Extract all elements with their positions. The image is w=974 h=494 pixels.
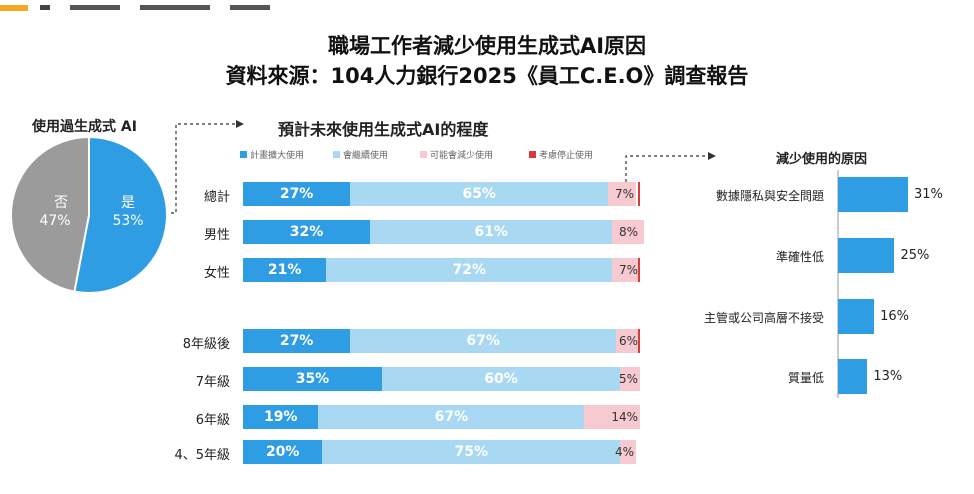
legend-label: 考慮停止使用 [539, 151, 594, 161]
bar-value-label: 65% [462, 186, 496, 202]
legend-item-continue: 會繼續使用 [333, 148, 388, 161]
pie-label-yes-value: 53% [112, 213, 143, 229]
pie-label-no-value: 47% [39, 213, 70, 229]
bar-value-label: 67% [434, 409, 469, 425]
reason-bar [838, 359, 868, 394]
bar-segment [243, 329, 351, 353]
bar-segment [370, 220, 613, 244]
bar-value-label: 27% [279, 186, 314, 202]
legend-label: 會繼續使用 [343, 151, 389, 161]
legend-swatch [529, 151, 536, 158]
bar-segment [381, 367, 621, 391]
bar-segment [620, 440, 637, 464]
bar-segment [638, 258, 640, 282]
bar-segment [243, 440, 323, 464]
legend-item-stop: 考慮停止使用 [529, 148, 593, 161]
reason-bar [838, 299, 875, 334]
reason-value-label: 31% [914, 187, 943, 202]
stacked-bar-title: 預計未來使用生成式AI的程度 [278, 120, 489, 139]
bar-value-label: 67% [466, 333, 500, 349]
bar-value-label: 20% [265, 444, 300, 460]
bar-segment [620, 367, 640, 391]
bar-value-label: 75% [454, 444, 489, 460]
legend-item-reduce: 可能會減少使用 [420, 148, 493, 161]
bar-segment [326, 258, 613, 282]
page-subtitle: 資料來源：104人力銀行2025《員工C.E.O》調查報告 [225, 64, 749, 88]
pie-slice-no [10, 135, 90, 293]
bar-segment [638, 182, 640, 206]
bar-value-label: 60% [484, 371, 518, 387]
legend-swatch [240, 151, 247, 158]
reason-bar [838, 238, 895, 273]
pie-label-no-name: 否 [54, 195, 68, 211]
bar-value-label: 7% [618, 263, 638, 277]
reason-chart-title: 減少使用的原因 [776, 152, 868, 167]
page-title: 職場工作者減少使用生成式AI原因 [327, 34, 647, 58]
bar-value-label: 19% [263, 409, 298, 425]
reason-label: 數據隱私與安全問題 [715, 189, 824, 203]
bar-value-label: 27% [279, 333, 314, 349]
row-label: 6年級 [195, 413, 230, 428]
reason-label: 準確性低 [775, 250, 824, 264]
bar-value-label: 72% [452, 262, 487, 278]
logo-strip [0, 0, 290, 11]
bar-value-label: 7% [614, 187, 635, 201]
bar-segment [612, 258, 640, 282]
reason-bar [838, 177, 908, 212]
pie-title: 使用過生成式 AI [32, 119, 137, 135]
row-label: 7年級 [195, 375, 230, 390]
reason-label: 質量低 [787, 371, 824, 385]
bars-to-reasons-arrow [625, 155, 708, 182]
legend-label: 可能會減少使用 [430, 151, 494, 161]
row-label: 總計 [203, 190, 230, 205]
bar-segment [638, 329, 640, 353]
row-label: 女性 [203, 266, 230, 281]
bar-segment [318, 405, 585, 429]
pie-chart: 否 47% 是 53% [10, 135, 169, 294]
reason-label: 主管或公司高層不接受 [703, 311, 824, 325]
bar-value-label: 14% [611, 410, 638, 424]
legend-swatch [333, 151, 340, 158]
reason-value-label: 16% [880, 309, 910, 324]
bar-value-label: 5% [618, 372, 638, 386]
legend-swatch [420, 151, 427, 158]
bar-segment [243, 258, 327, 282]
bar-value-label: 8% [618, 225, 638, 239]
bar-segment [350, 182, 609, 206]
bar-value-label: 32% [289, 224, 324, 240]
bar-segment [350, 329, 617, 353]
bar-segment [243, 220, 371, 244]
pie-label-yes-name: 是 [121, 195, 135, 211]
row-label: 8年級後 [182, 337, 230, 352]
row-label: 4、5年級 [174, 448, 230, 463]
bar-segment [243, 405, 319, 429]
bar-segment [322, 440, 621, 464]
bar-segment [243, 367, 382, 391]
reason-value-label: 25% [900, 248, 930, 263]
legend-item-expand: 計畫擴大使用 [240, 148, 304, 161]
bar-value-label: 61% [474, 224, 508, 240]
bar-segment [584, 405, 640, 429]
bar-segment [243, 182, 351, 206]
bar-value-label: 6% [618, 334, 638, 348]
bar-segment [608, 182, 637, 206]
bar-segment [612, 220, 644, 244]
reason-value-label: 13% [873, 369, 903, 384]
legend-label: 計畫擴大使用 [250, 151, 305, 161]
row-label: 男性 [203, 228, 230, 243]
bar-segment [616, 329, 640, 353]
pie-slice-yes [73, 135, 169, 294]
bar-value-label: 4% [614, 445, 635, 459]
bar-value-label: 21% [267, 262, 302, 278]
bar-value-label: 35% [295, 371, 330, 387]
